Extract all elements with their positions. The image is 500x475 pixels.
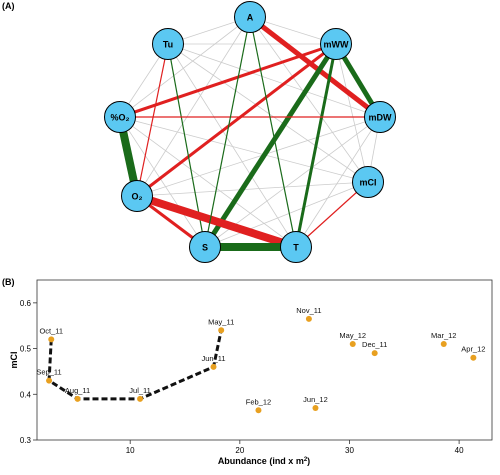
node-pO2: %O₂ — [104, 101, 136, 133]
point-Dec_11 — [371, 350, 378, 357]
node-circle — [320, 28, 352, 60]
node-circle — [352, 166, 384, 198]
node-A: A — [234, 1, 266, 33]
node-label: Tu — [163, 40, 173, 50]
edge-T-mCI — [295, 181, 369, 248]
data-points: Oct_11 Sep_11 Aug_11 Jul_11 Jun_11 May_11 Nov_… — [36, 306, 485, 414]
point-label-May_11: May_11 — [208, 317, 234, 326]
point-label-Aug_11: Aug_11 — [65, 386, 90, 395]
point-Apr_12 — [470, 354, 477, 361]
network-edges — [116, 15, 383, 251]
edge-mWW-S — [202, 42, 339, 249]
edge-Tu-mDW — [167, 43, 381, 118]
point-Aug_11 — [74, 395, 81, 402]
edge-A-pO2 — [119, 16, 251, 118]
point-May_11 — [218, 327, 225, 334]
node-O2: O₂ — [121, 180, 153, 212]
edge-mDW-T — [295, 116, 381, 248]
edge-mWW-pO2 — [119, 42, 337, 119]
point-label-Nov_11: Nov_11 — [296, 306, 321, 315]
node-label: T — [293, 243, 299, 253]
node-label: A — [247, 13, 254, 23]
node-circle — [280, 231, 312, 263]
edge-A-O2 — [136, 16, 251, 197]
edge-mDW-O2 — [136, 116, 381, 197]
edge-A-mDW — [248, 15, 382, 119]
node-label: mCI — [359, 178, 376, 188]
edge-pO2-T — [119, 116, 297, 248]
node-circle — [189, 231, 221, 263]
edge-mWW-T — [294, 43, 338, 248]
panel-b-label: (B) — [2, 277, 15, 287]
panel-a-label: (A) — [2, 1, 15, 11]
edge-mWW-O2 — [136, 42, 337, 198]
node-circle — [104, 101, 136, 133]
node-circle — [364, 101, 396, 133]
point-label-Sep_11: Sep_11 — [36, 368, 61, 377]
node-S: S — [189, 231, 221, 263]
edge-A-T — [249, 16, 297, 248]
node-label: mWW — [324, 40, 349, 50]
edge-Tu-T — [167, 43, 297, 248]
y-tick-label: 0.4 — [20, 390, 32, 399]
edge-Tu-O2 — [136, 43, 169, 197]
plot-frame — [36, 279, 493, 441]
node-T: T — [280, 231, 312, 263]
edge-A-S — [204, 16, 251, 248]
node-mDW: mDW — [364, 101, 396, 133]
node-circle — [152, 28, 184, 60]
point-label-May_12: May_12 — [339, 331, 366, 340]
x-tick-label: 20 — [235, 446, 244, 455]
point-Oct_11 — [48, 336, 55, 343]
x-axis-title: Abundance (ind x m2) — [218, 456, 310, 466]
edge-O2-T — [135, 192, 298, 251]
point-Feb_12 — [255, 407, 262, 414]
edge-mWW-mCI — [335, 43, 369, 183]
node-mCI: mCI — [352, 166, 384, 198]
point-label-Oct_11: Oct_11 — [39, 326, 63, 335]
point-Jun_12 — [312, 405, 319, 411]
node-circle — [121, 180, 153, 212]
x-axis: 10 20 30 40 — [126, 440, 464, 455]
edge-pO2-S — [119, 116, 206, 248]
point-Sep_11 — [46, 377, 53, 384]
point-Jun_11 — [210, 363, 217, 370]
x-tick-label: 10 — [126, 446, 135, 455]
x-tick-label: 30 — [345, 446, 354, 455]
node-label: O₂ — [132, 192, 143, 202]
point-label-Dec_11: Dec_11 — [362, 340, 387, 349]
point-label-Jun_11: Jun_11 — [201, 354, 225, 363]
point-Mar_12 — [440, 341, 447, 347]
edge-mCI-O2 — [136, 181, 369, 197]
point-Nov_11 — [305, 315, 312, 322]
node-label: %O₂ — [110, 113, 129, 123]
edge-Tu-mCI — [167, 43, 369, 183]
node-label: mDW — [369, 113, 393, 123]
node-mWW: mWW — [320, 28, 352, 60]
edge-A-mCI — [249, 16, 369, 183]
point-label-Jul_11: Jul_11 — [129, 386, 151, 395]
node-Tu: Tu — [152, 28, 184, 60]
y-tick-label: 0.6 — [20, 299, 32, 308]
point-label-Mar_12: Mar_12 — [431, 331, 456, 340]
y-axis-title: mCI — [9, 351, 19, 368]
point-label-Jun_12: Jun_12 — [303, 395, 328, 404]
y-tick-label: 0.5 — [20, 345, 32, 354]
node-circle — [234, 1, 266, 33]
scatter-chart: 0.3 0.4 0.5 0.6 10 20 30 40 Oct_11 Sep_11 Aug_11… — [9, 279, 493, 466]
y-axis: 0.3 0.4 0.5 0.6 — [20, 299, 37, 445]
point-May_12 — [349, 341, 356, 347]
point-Jul_11 — [137, 395, 144, 402]
point-label-Apr_12: Apr_12 — [461, 345, 485, 354]
point-label-Feb_12: Feb_12 — [246, 397, 271, 406]
node-label: S — [202, 243, 208, 253]
edge-pO2-mCI — [119, 116, 369, 183]
y-tick-label: 0.3 — [20, 436, 32, 445]
x-tick-label: 40 — [455, 446, 464, 455]
edge-mCI-S — [204, 181, 369, 248]
